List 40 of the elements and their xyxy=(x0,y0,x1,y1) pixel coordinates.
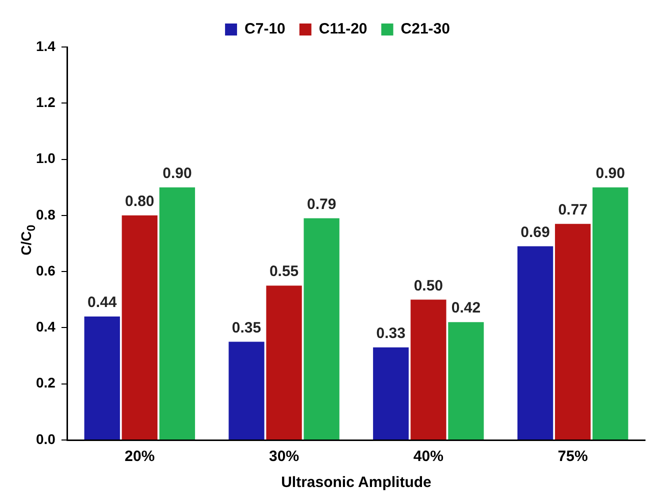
bar xyxy=(554,224,591,440)
data-label: 0.44 xyxy=(88,294,118,312)
x-tick-label: 30% xyxy=(269,448,300,466)
legend-label: C7-10 xyxy=(244,20,286,38)
data-label: 0.35 xyxy=(232,319,262,336)
data-label: 0.33 xyxy=(376,325,406,342)
bar xyxy=(592,187,628,440)
y-tick-label: 1.4 xyxy=(36,38,56,54)
bar xyxy=(517,246,554,440)
data-label: 0.77 xyxy=(558,201,588,218)
data-label: 0.42 xyxy=(451,300,481,317)
data-label: 0.90 xyxy=(596,165,625,182)
bar xyxy=(159,187,196,440)
bar xyxy=(84,316,120,440)
y-tick-label: 0.4 xyxy=(36,318,56,335)
y-tick-label: 0.6 xyxy=(36,262,56,278)
data-label: 0.55 xyxy=(269,263,299,280)
bar xyxy=(304,218,340,440)
data-label: 0.50 xyxy=(414,277,444,294)
bar xyxy=(266,286,302,440)
x-axis-title: Ultrasonic Amplitude xyxy=(281,474,432,492)
legend-label: C11-20 xyxy=(318,20,368,38)
bar xyxy=(228,342,264,440)
legend-label: C21-30 xyxy=(400,20,450,38)
bar xyxy=(448,322,484,440)
y-tick-label: 0.2 xyxy=(36,374,56,391)
y-tick-label: 0.8 xyxy=(36,206,56,222)
x-tick-label: 40% xyxy=(413,448,444,466)
y-tick-label: 1.2 xyxy=(36,94,56,110)
data-label: 0.90 xyxy=(162,165,192,182)
bar xyxy=(410,300,446,440)
x-tick-label: 20% xyxy=(124,448,155,466)
y-tick-label: 1.0 xyxy=(36,150,56,166)
y-tick-label: 0.0 xyxy=(36,430,56,447)
data-label: 0.80 xyxy=(125,193,154,210)
data-label: 0.69 xyxy=(520,224,550,241)
bar xyxy=(373,347,409,440)
x-tick-label: 75% xyxy=(558,448,588,466)
data-label: 0.79 xyxy=(306,196,336,213)
bar xyxy=(122,215,158,440)
